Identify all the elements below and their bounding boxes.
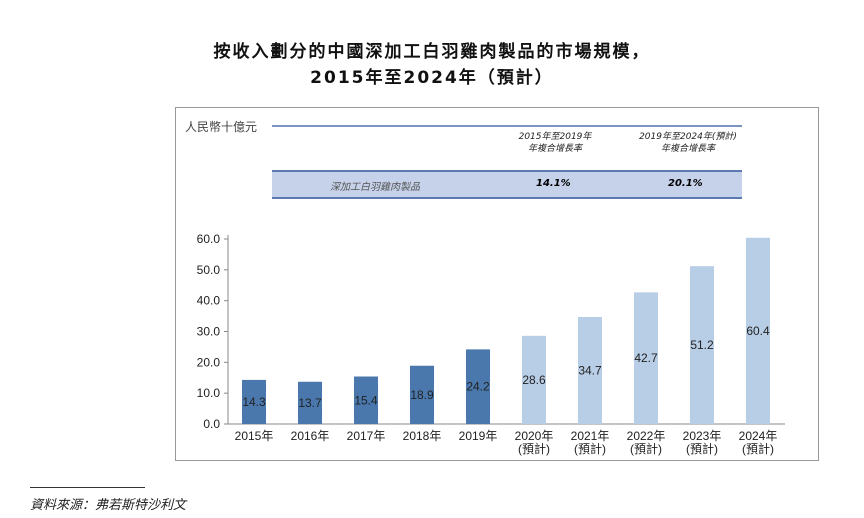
- x-tick-label: 2020年: [515, 429, 554, 443]
- cagr-row-label: 深加工白羽雞肉製品: [330, 182, 420, 193]
- source-note: 資料來源：弗若斯特沙利文: [30, 498, 187, 513]
- cagr-value-2: 20.1%: [668, 178, 703, 189]
- bar: [466, 349, 490, 424]
- data-label: 51.2: [690, 338, 714, 352]
- x-tick-label: 2023年: [683, 429, 722, 443]
- bar: [746, 237, 770, 424]
- x-tick-label: (預計): [630, 441, 662, 456]
- y-tick-label: 40.0: [197, 294, 221, 308]
- data-label: 60.4: [746, 324, 770, 338]
- x-tick-label: 2019年: [459, 429, 498, 443]
- data-label: 14.3: [242, 395, 266, 409]
- data-label: 24.2: [466, 380, 490, 394]
- divider: [272, 125, 742, 127]
- data-label: 28.6: [522, 373, 546, 387]
- cagr-header-2: 2019年至2024年(預計) 年複合增長率: [639, 132, 737, 154]
- y-tick-label: 0.0: [203, 417, 220, 431]
- y-tick-label: 60.0: [197, 232, 221, 246]
- x-tick-label: (預計): [574, 441, 606, 456]
- bar: [242, 379, 266, 424]
- bar: [410, 365, 434, 424]
- cagr-row: 深加工白羽雞肉製品 14.1% 20.1%: [272, 170, 742, 199]
- data-label: 15.4: [354, 393, 378, 407]
- x-tick-label: 2017年: [347, 429, 386, 443]
- bar: [578, 317, 602, 424]
- cagr-header-1: 2015年至2019年 年複合增長率: [518, 132, 592, 154]
- x-tick-label: 2018年: [403, 429, 442, 443]
- x-tick-label: 2022年: [627, 429, 666, 443]
- y-tick-label: 50.0: [197, 263, 221, 277]
- y-tick-label: 30.0: [197, 325, 221, 339]
- bar: [522, 335, 546, 424]
- x-tick-label: 2016年: [291, 429, 330, 443]
- chart-subtitle: 2015年至2024年（預計）: [310, 68, 554, 88]
- x-tick-label: (預計): [518, 441, 550, 456]
- bar: [690, 266, 714, 424]
- cagr-value-1: 14.1%: [536, 178, 571, 189]
- data-label: 34.7: [578, 364, 602, 378]
- unit-label: 人民幣十億元: [185, 120, 258, 134]
- x-tick-label: (預計): [742, 441, 774, 456]
- y-tick-label: 20.0: [197, 355, 221, 369]
- y-tick-label: 10.0: [197, 386, 221, 400]
- data-label: 42.7: [634, 351, 658, 365]
- x-tick-label: 2015年: [235, 429, 274, 443]
- bar: [634, 292, 658, 424]
- data-label: 18.9: [410, 388, 434, 402]
- bar: [298, 381, 322, 424]
- chart-title: 按收入劃分的中國深加工白羽雞肉製品的市場規模，: [213, 42, 651, 62]
- source-divider: [30, 487, 145, 488]
- chart-frame: [175, 107, 819, 461]
- bar: [354, 376, 378, 424]
- x-tick-label: (預計): [686, 441, 718, 456]
- x-tick-label: 2021年: [571, 429, 610, 443]
- x-tick-label: 2024年: [739, 429, 778, 443]
- data-label: 13.7: [298, 396, 322, 410]
